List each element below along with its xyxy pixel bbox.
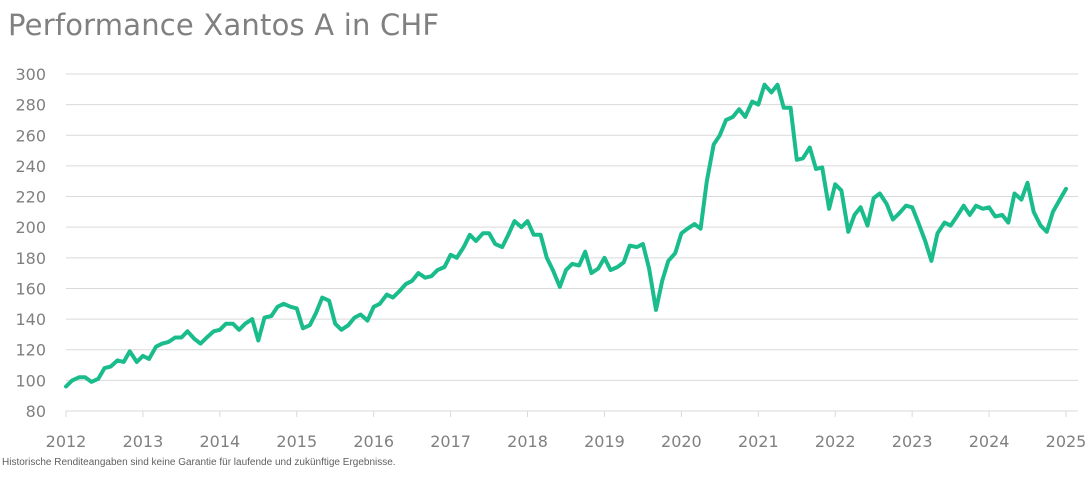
- x-tick-label-2017: 2017: [430, 432, 471, 451]
- series-line-0: [64, 82, 1068, 389]
- y-tick-label-260: 260: [15, 126, 46, 145]
- x-tick-label-2022: 2022: [815, 432, 856, 451]
- gridlines: [66, 73, 1078, 381]
- footnote: Historische Renditeangaben sind keine Ga…: [2, 457, 396, 468]
- chart-title: Performance Xantos A in CHF: [8, 8, 440, 42]
- x-tick-label-2012: 2012: [46, 432, 87, 451]
- x-tick-label-2013: 2013: [123, 432, 164, 451]
- x-tick-labels: 2012 2013 2014 2015 2016 2017 2018 2019 2020 2021…: [46, 432, 1087, 451]
- y-tick-label-80: 80: [26, 402, 46, 421]
- y-tick-label-180: 180: [15, 249, 46, 268]
- x-tick-label-2023: 2023: [892, 432, 933, 451]
- y-tick-label-300: 300: [15, 65, 46, 84]
- y-tick-label-220: 220: [15, 188, 46, 207]
- y-tick-label-160: 160: [15, 279, 46, 298]
- x-tick-label-2020: 2020: [661, 432, 702, 451]
- x-tick-label-2019: 2019: [584, 432, 625, 451]
- y-tick-label-200: 200: [15, 218, 46, 237]
- x-tick-label-2016: 2016: [353, 432, 394, 451]
- x-tick-label-2021: 2021: [738, 432, 779, 451]
- x-tick-label-2024: 2024: [969, 432, 1010, 451]
- y-tick-label-100: 100: [15, 371, 46, 390]
- y-tick-label-140: 140: [15, 310, 46, 329]
- y-tick-label-240: 240: [15, 157, 46, 176]
- x-tick-label-2015: 2015: [276, 432, 317, 451]
- y-tick-label-120: 120: [15, 341, 46, 360]
- y-tick-labels: 80 100 120 140 160 180 200 220 240 260 280 300: [15, 65, 46, 421]
- x-tick-label-2025: 2025: [1046, 432, 1087, 451]
- y-tick-label-280: 280: [15, 96, 46, 115]
- axes: [65, 410, 1078, 417]
- series-layer: [64, 82, 1068, 389]
- x-tick-label-2014: 2014: [199, 432, 240, 451]
- x-tick-label-2018: 2018: [507, 432, 548, 451]
